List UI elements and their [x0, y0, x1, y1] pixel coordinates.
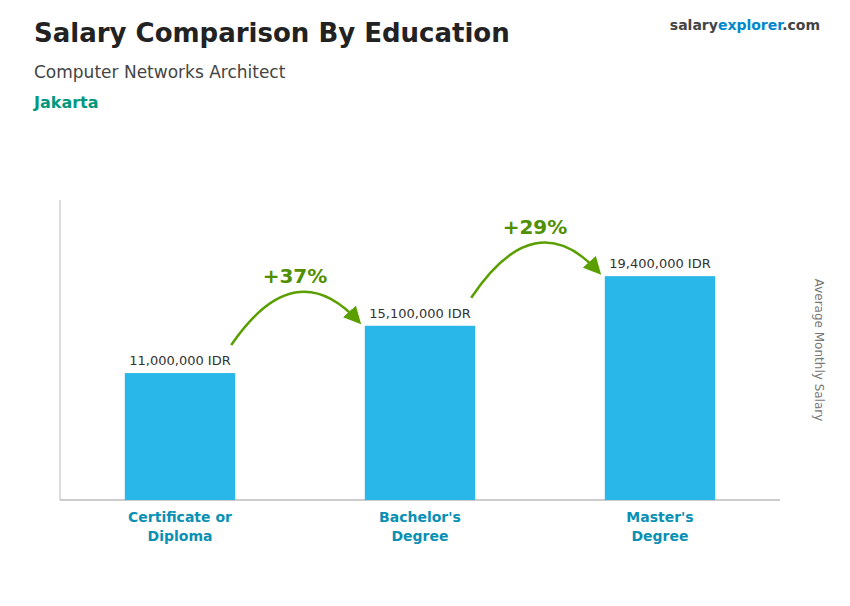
- data-label: 11,000,000 IDR: [129, 353, 230, 368]
- change-arrow: [231, 292, 359, 345]
- change-arrow: [471, 243, 599, 298]
- bars: [125, 276, 715, 500]
- x-tick-label: Master'sDegree: [626, 509, 693, 544]
- x-tick-label: Certificate orDiploma: [128, 509, 232, 544]
- x-tick-label: Bachelor'sDegree: [379, 509, 461, 544]
- subtitle: Computer Networks Architect: [34, 62, 286, 82]
- bar: [605, 276, 715, 500]
- y-axis-label: Average Monthly Salary: [812, 279, 826, 422]
- watermark-part: .com: [782, 17, 820, 33]
- data-label: 19,400,000 IDR: [609, 256, 710, 271]
- change-label: +37%: [263, 264, 328, 288]
- watermark-part: explorer: [718, 17, 784, 33]
- bar: [365, 326, 475, 500]
- watermark: salaryexplorer.com: [670, 17, 820, 33]
- watermark-part: salary: [670, 17, 718, 33]
- city: Jakarta: [33, 93, 99, 112]
- data-label: 15,100,000 IDR: [369, 306, 470, 321]
- change-label: +29%: [503, 215, 568, 239]
- bar: [125, 373, 235, 500]
- y-axis: [60, 200, 61, 500]
- chart: Salary Comparison By Education Computer N…: [0, 0, 850, 606]
- title: Salary Comparison By Education: [34, 18, 510, 48]
